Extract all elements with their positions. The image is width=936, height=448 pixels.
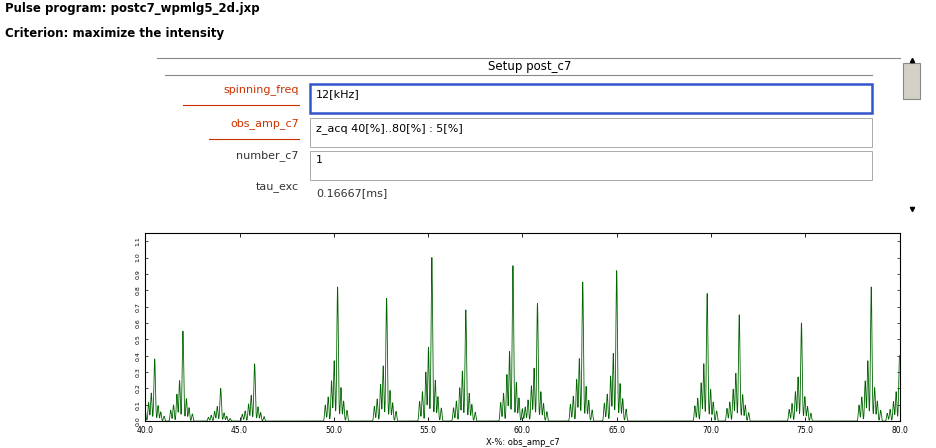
Text: spinning_freq: spinning_freq bbox=[223, 84, 299, 95]
Text: 12[kHz]: 12[kHz] bbox=[315, 89, 359, 99]
Text: Setup post_c7: Setup post_c7 bbox=[488, 60, 570, 73]
X-axis label: X-%: obs_amp_c7: X-%: obs_amp_c7 bbox=[485, 438, 559, 447]
Text: 1: 1 bbox=[315, 155, 323, 165]
FancyBboxPatch shape bbox=[902, 64, 919, 99]
Text: Criterion: maximize the intensity: Criterion: maximize the intensity bbox=[5, 27, 224, 40]
Text: Pulse program: postc7_wpmlg5_2d.jxp: Pulse program: postc7_wpmlg5_2d.jxp bbox=[5, 2, 259, 15]
Text: z_acq 40[%]..80[%] : 5[%]: z_acq 40[%]..80[%] : 5[%] bbox=[315, 123, 462, 134]
Text: obs_amp_c7: obs_amp_c7 bbox=[229, 118, 299, 129]
Text: tau_exc: tau_exc bbox=[256, 183, 299, 193]
Text: number_c7: number_c7 bbox=[236, 151, 299, 161]
Text: 0.16667[ms]: 0.16667[ms] bbox=[315, 188, 387, 198]
FancyBboxPatch shape bbox=[310, 151, 870, 180]
FancyBboxPatch shape bbox=[310, 84, 870, 113]
FancyBboxPatch shape bbox=[310, 118, 870, 147]
